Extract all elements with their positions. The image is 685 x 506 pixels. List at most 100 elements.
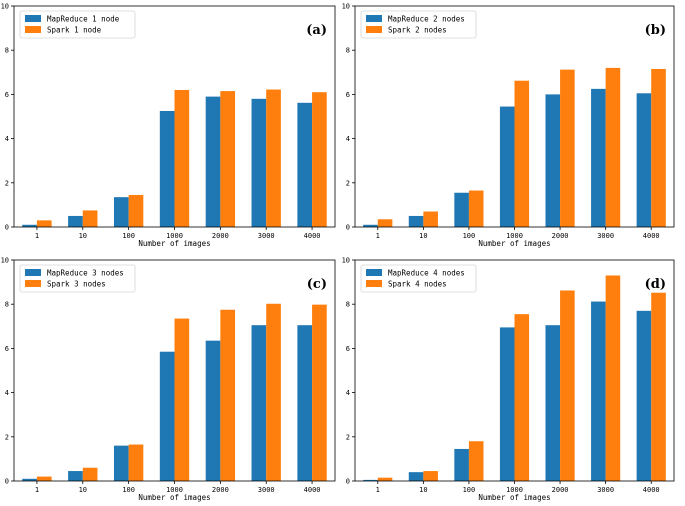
- x-axis-label: Number of images: [478, 493, 550, 502]
- bar-spark-10: [423, 211, 438, 227]
- axes-frame: [13, 5, 336, 228]
- x-tick-label: 3000: [258, 232, 275, 240]
- x-tick-label: 10: [79, 486, 87, 494]
- x-tick-label: 1000: [166, 486, 183, 494]
- x-tick-label: 3000: [597, 486, 614, 494]
- y-tick-label: 6: [5, 91, 9, 99]
- bar-mapreduce-100: [113, 445, 129, 481]
- x-tick-label: 1000: [166, 232, 183, 240]
- bar-mapreduce-1000: [499, 106, 515, 227]
- legend: MapReduce 1 node Spark 1 node: [19, 10, 136, 39]
- x-tick-label: 100: [463, 232, 476, 240]
- y-tick-label: 6: [346, 91, 350, 99]
- y-tick-label: 4: [346, 389, 350, 397]
- bar-mapreduce-1: [22, 224, 37, 227]
- x-axis-label: Number of images: [478, 239, 550, 248]
- x-tick-label: 4000: [643, 232, 660, 240]
- bar-mapreduce-1: [363, 479, 378, 481]
- x-tick-label: 10: [419, 232, 427, 240]
- bar-mapreduce-10: [408, 472, 424, 481]
- legend-label: Spark 2 nodes: [388, 26, 447, 35]
- x-tick-label: 4000: [643, 486, 660, 494]
- bar-mapreduce-2000: [205, 96, 221, 227]
- x-tick-label: 2000: [212, 232, 229, 240]
- bar-spark-1000: [514, 314, 530, 481]
- bar-mapreduce-1000: [159, 110, 175, 227]
- legend-label: MapReduce 3 nodes: [47, 269, 124, 278]
- bar-mapreduce-100: [113, 197, 129, 227]
- bar-spark-4000: [651, 68, 666, 227]
- x-axis-label: Number of images: [138, 239, 210, 248]
- y-tick-label: 10: [342, 3, 350, 11]
- bar-spark-3000: [605, 67, 621, 227]
- y-tick-label: 0: [346, 224, 350, 232]
- legend-label: MapReduce 2 nodes: [388, 15, 465, 24]
- bar-mapreduce-100: [454, 448, 469, 481]
- chart-panel-3: 0 2 4 6 8 10 1 10 100 1000 2000 3000 4000 Number of i…: [1, 257, 336, 502]
- legend: MapReduce 4 nodes Spark 4 nodes: [360, 264, 477, 293]
- x-axis-label: Number of images: [138, 493, 210, 502]
- bar-spark-1000: [514, 80, 530, 227]
- bar-mapreduce-1000: [159, 351, 175, 481]
- bar-spark-10: [82, 467, 98, 481]
- legend: MapReduce 3 nodes Spark 3 nodes: [19, 264, 136, 293]
- panel-tag: (c): [307, 277, 327, 292]
- bar-spark-1: [377, 477, 393, 481]
- bar-spark-4000: [651, 292, 666, 481]
- panel-tag: (b): [645, 23, 666, 38]
- x-tick-label: 10: [419, 486, 427, 494]
- bar-mapreduce-3000: [591, 88, 606, 227]
- bar-mapreduce-1000: [499, 327, 515, 481]
- bar-mapreduce-3000: [251, 325, 267, 481]
- bar-mapreduce-10: [68, 471, 83, 481]
- x-tick-label: 2000: [552, 486, 569, 494]
- legend-swatch-spark: [366, 280, 382, 287]
- bar-mapreduce-2000: [545, 325, 561, 481]
- bar-spark-2000: [220, 309, 236, 481]
- chart-panel-1: 0 2 4 6 8 10 1 10 100 1000 2000 3000 4000 Number of i…: [1, 3, 336, 248]
- panel-tag: (d): [645, 277, 666, 292]
- y-tick-label: 10: [1, 257, 9, 265]
- bar-spark-3000: [266, 89, 281, 228]
- x-tick-label: 3000: [258, 486, 275, 494]
- legend-box: [360, 264, 477, 293]
- legend-label: Spark 4 nodes: [388, 280, 447, 289]
- y-tick-label: 0: [5, 478, 9, 486]
- bar-spark-2000: [220, 91, 236, 228]
- y-tick-label: 6: [346, 345, 350, 353]
- legend-label: Spark 3 nodes: [47, 280, 106, 289]
- legend-swatch-spark: [366, 26, 382, 33]
- x-tick-label: 1: [35, 486, 39, 494]
- y-tick-label: 4: [346, 135, 350, 143]
- bar-mapreduce-3000: [251, 98, 267, 227]
- bar-spark-100: [128, 194, 144, 227]
- bar-mapreduce-4000: [297, 102, 313, 227]
- bar-mapreduce-10: [68, 215, 83, 227]
- bar-spark-10: [423, 471, 438, 481]
- y-tick-label: 2: [346, 179, 350, 187]
- x-tick-label: 100: [463, 486, 476, 494]
- y-tick-label: 0: [346, 478, 350, 486]
- axes-frame: [13, 259, 336, 482]
- legend-label: Spark 1 node: [47, 26, 102, 35]
- bar-spark-1: [377, 219, 393, 227]
- x-tick-label: 1: [376, 486, 380, 494]
- legend-swatch-mapreduce: [25, 15, 41, 22]
- legend-swatch-mapreduce: [366, 15, 382, 22]
- y-tick-label: 8: [5, 301, 9, 309]
- bar-spark-2000: [560, 69, 575, 227]
- bar-spark-1000: [174, 318, 190, 481]
- y-tick-label: 2: [5, 179, 9, 187]
- legend-swatch-mapreduce: [25, 269, 41, 276]
- bar-mapreduce-3000: [591, 301, 606, 481]
- legend-swatch-mapreduce: [366, 269, 382, 276]
- bar-spark-3000: [605, 275, 621, 481]
- bar-mapreduce-100: [454, 192, 469, 227]
- bar-spark-4000: [312, 304, 327, 481]
- bar-mapreduce-4000: [297, 325, 313, 481]
- y-tick-label: 6: [5, 345, 9, 353]
- chart-panel-2: 0 2 4 6 8 10 1 10 100 1000 2000 3000 4000 Number of i…: [342, 3, 675, 248]
- y-tick-label: 0: [5, 224, 9, 232]
- y-tick-label: 8: [346, 301, 350, 309]
